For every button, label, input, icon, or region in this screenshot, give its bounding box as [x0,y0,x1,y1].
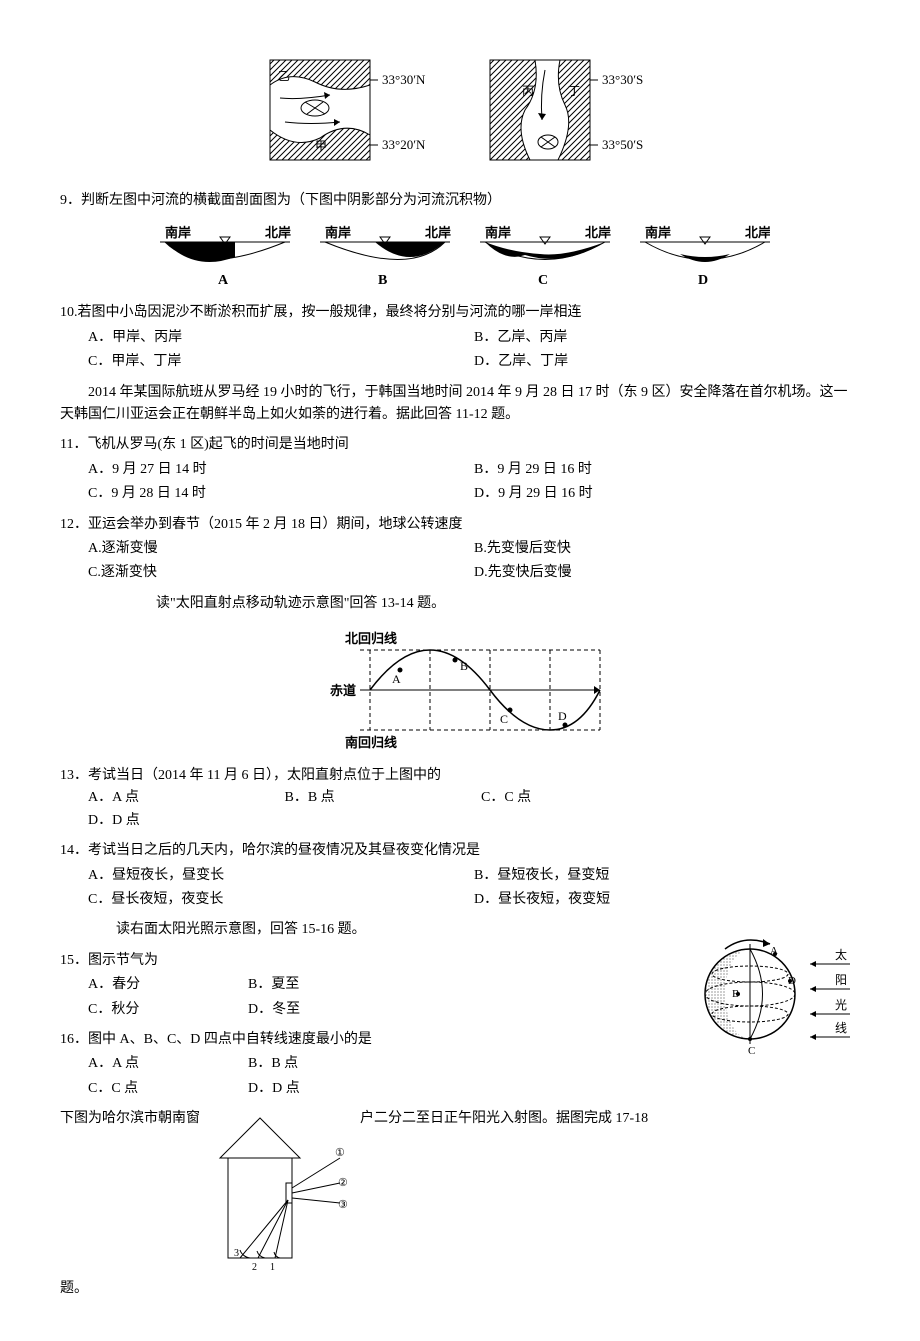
intro-left: 下图为哈尔滨市朝南窗 [60,1108,200,1130]
option-d: D．冬至 [248,999,408,1021]
question-13: 13．考试当日（2014 年 11 月 6 日），太阳直射点位于上图中的 A．A… [60,765,860,832]
option-d: D．D 点 [248,1078,408,1100]
option-c: C.逐渐变快 [88,562,474,584]
svg-text:南岸: 南岸 [645,225,671,240]
option-b: B．B 点 [285,787,478,809]
svg-text:南岸: 南岸 [325,225,351,240]
svg-text:3: 3 [234,1248,239,1259]
svg-text:北岸: 北岸 [265,225,291,240]
svg-text:北岸: 北岸 [425,225,451,240]
option-a: A．A 点 [88,787,281,809]
river-map-figure: 33°30′N 33°20′N 乙 甲 33°30′S 33°50′S 丙 丁 [60,50,860,170]
svg-text:南岸: 南岸 [165,225,191,240]
svg-text:A: A [218,273,229,288]
option-c: C．C 点 [88,1078,248,1100]
svg-text:南岸: 南岸 [485,225,511,240]
svg-text:C: C [748,1045,755,1057]
question-text: 13．考试当日（2014 年 11 月 6 日），太阳直射点位于上图中的 [60,768,441,783]
question-text: 11．飞机从罗马(东 1 区)起飞的时间是当地时间 [60,437,349,452]
intro-right: 户二分二至日正午阳光入射图。据图完成 17-18 [360,1108,648,1130]
option-d: D．乙岸、丁岸 [474,351,860,373]
option-d: D．9 月 29 日 16 时 [474,483,860,505]
intro-end: 题。 [60,1278,860,1300]
svg-text:C: C [500,712,508,726]
svg-text:光: 光 [835,998,847,1012]
question-text: 16．图中 A、B、C、D 四点中自转线速度最小的是 [60,1032,372,1047]
lat-label: 33°30′S [602,72,643,87]
svg-text:B: B [378,273,387,288]
option-d: D．D 点 [88,810,281,832]
svg-text:北岸: 北岸 [585,225,611,240]
svg-text:南回归线: 南回归线 [345,735,397,750]
option-a: A.逐渐变慢 [88,538,474,560]
option-c: C．甲岸、丁岸 [88,351,474,373]
option-a: A．A 点 [88,1053,248,1075]
option-c: C．9 月 28 日 14 时 [88,483,474,505]
lat-label: 33°20′N [382,137,426,152]
label-jia: 甲 [315,139,327,153]
svg-text:太: 太 [835,947,847,962]
sun-globe-svg: A B C D 太 阳 光 线 [690,919,860,1069]
option-c: C．C 点 [481,787,674,809]
option-a: A．春分 [88,974,248,996]
svg-text:线: 线 [835,1021,847,1035]
svg-text:B: B [460,659,468,673]
question-11: 11．飞机从罗马(东 1 区)起飞的时间是当地时间 A．9 月 27 日 14 … [60,434,860,505]
lat-label: 33°50′S [602,137,643,152]
question-12: 12．亚运会举办到春节（2015 年 2 月 18 日）期间，地球公转速度 A.… [60,514,860,585]
question-9: 9．判断左图中河流的横截面剖面图为（下图中阴影部分为河流沉积物） [60,190,860,212]
cross-section-figure: 南岸 北岸 A 南岸 北岸 B 南岸 北岸 C [60,222,860,292]
svg-text:北回归线: 北回归线 [345,631,397,646]
question-text: 15．图示节气为 [60,953,158,968]
svg-text:A: A [392,672,401,686]
question-text: 12．亚运会举办到春节（2015 年 2 月 18 日）期间，地球公转速度 [60,517,463,532]
question-14: 14．考试当日之后的几天内，哈尔滨的昼夜情况及其昼夜变化情况是 A．昼短夜长，昼… [60,840,860,911]
intro-11-12: 2014 年某国际航班从罗马经 19 小时的飞行，于韩国当地时间 2014 年 … [60,382,860,427]
option-c: C．昼长夜短，夜变长 [88,889,474,911]
question-text: 14．考试当日之后的几天内，哈尔滨的昼夜情况及其昼夜变化情况是 [60,843,480,858]
svg-text:②: ② [338,1177,348,1189]
svg-text:D: D [558,709,567,723]
river-map-left: 33°30′N 33°20′N 乙 甲 [260,50,440,170]
svg-text:赤道: 赤道 [330,683,356,698]
question-10: 10.若图中小岛因泥沙不断淤积而扩展，按一般规律，最终将分别与河流的哪一岸相连 … [60,302,860,373]
subsolar-sine-diagram: 北回归线 赤道 南回归线 A B C D [300,625,620,755]
svg-text:③: ③ [338,1199,348,1211]
question-text: 9．判断左图中河流的横截面剖面图为（下图中阴影部分为河流沉积物） [60,193,501,208]
svg-text:2: 2 [252,1262,257,1273]
svg-text:1: 1 [270,1262,275,1273]
river-map-right: 33°30′S 33°50′S 丙 丁 [480,50,660,170]
intro-17-18: 下图为哈尔滨市朝南窗 ① ② ③ 3 2 1 户二分二至日正午阳光入射图。据图完… [60,1108,860,1278]
option-b: B．9 月 29 日 16 时 [474,459,860,481]
option-c: C．秋分 [88,999,248,1021]
svg-text:北岸: 北岸 [745,225,770,240]
svg-text:①: ① [335,1147,345,1159]
option-b: B.先变慢后变快 [474,538,860,560]
label-yi: 乙 [278,69,290,83]
question-text: 10.若图中小岛因泥沙不断淤积而扩展，按一般规律，最终将分别与河流的哪一岸相连 [60,305,582,320]
option-d: D．昼长夜短，夜变短 [474,889,860,911]
svg-text:C: C [538,273,548,288]
option-b: B．乙岸、丙岸 [474,327,860,349]
cross-sections-svg: 南岸 北岸 A 南岸 北岸 B 南岸 北岸 C [150,222,770,292]
house-diagram: ① ② ③ 3 2 1 [210,1108,350,1278]
label-bing: 丙 [522,84,534,98]
option-a: A．甲岸、丙岸 [88,327,474,349]
option-d: D.先变快后变慢 [474,562,860,584]
intro-13-14: 读"太阳直射点移动轨迹示意图"回答 13-14 题。 [100,593,860,615]
svg-text:阳: 阳 [835,973,847,987]
option-a: A．昼短夜长，昼变长 [88,865,474,887]
option-b: B．昼短夜长，昼变短 [474,865,860,887]
option-b: B．夏至 [248,974,408,996]
sun-globe-figure: A B C D 太 阳 光 线 [690,919,860,1077]
option-a: A．9 月 27 日 14 时 [88,459,474,481]
option-b: B．B 点 [248,1053,408,1075]
label-ding: 丁 [568,84,580,98]
svg-text:D: D [698,273,708,288]
lat-label: 33°30′N [382,72,426,87]
